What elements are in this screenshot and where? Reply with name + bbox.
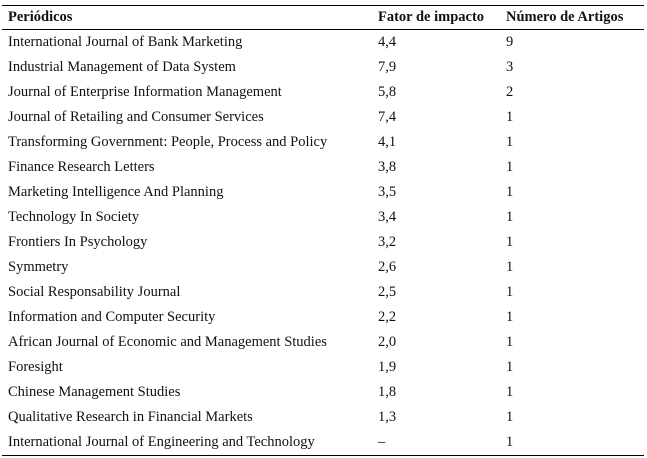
table-cell: Journal of Enterprise Information Manage… (8, 84, 282, 100)
table-cell: 2 (506, 84, 514, 100)
table-cell: Symmetry (8, 259, 69, 275)
table-row: Foresight 1,9 1 (2, 355, 644, 380)
table-cell: 1 (506, 234, 514, 250)
table-row: Technology In Society 3,4 1 (2, 205, 644, 230)
table-row: Marketing Intelligence And Planning 3,5 1 (2, 180, 644, 205)
table-row: Social Responsability Journal 2,5 1 (2, 280, 644, 305)
table-row: Chinese Management Studies 1,8 1 (2, 380, 644, 405)
header-row: Periódicos Fator de impacto Número de Arti… (2, 5, 644, 30)
table-cell: 1 (506, 334, 514, 350)
table-cell: Information and Computer Security (8, 309, 216, 325)
table-row: Qualitative Research in Financial Market… (2, 405, 644, 430)
table-cell: 3 (506, 59, 514, 75)
table-cell: 1 (500, 430, 644, 456)
table-cell: Technology In Society (8, 209, 140, 225)
table-cell: Journal of Retailing and Consumer Servic… (8, 109, 264, 125)
table-cell: Chinese Management Studies (8, 384, 181, 400)
table-row: Information and Computer Security 2,2 1 (2, 305, 644, 330)
table-row: Journal of Enterprise Information Manage… (2, 80, 644, 105)
table-cell: 1 (506, 284, 514, 300)
table-cell: 2,5 (378, 284, 397, 300)
table-cell: 1 (506, 309, 514, 325)
table-row: Journal of Retailing and Consumer Servic… (2, 105, 644, 130)
table-row: International Journal of Bank Marketing 4… (2, 30, 644, 56)
table-cell: 4,1 (378, 134, 397, 150)
table-cell: 2,0 (378, 334, 397, 350)
header-cell: Periódicos (2, 5, 372, 30)
table-cell: 1,8 (378, 384, 397, 400)
table-cell: 3,2 (378, 234, 397, 250)
table-cell: 2,6 (378, 259, 397, 275)
table-cell: 1 (506, 134, 514, 150)
table-row: African Journal of Economic and Manageme… (2, 330, 644, 355)
table-cell: Transforming Government: People, Process… (8, 134, 328, 150)
table-cell: 7,9 (378, 59, 397, 75)
table-cell: 1 (506, 209, 514, 225)
table-cell: Qualitative Research in Financial Market… (8, 409, 253, 425)
table-cell: 5,8 (378, 84, 397, 100)
table-cell: 1,3 (378, 409, 397, 425)
table-cell: 1,9 (378, 359, 397, 375)
table-cell: 3,5 (378, 184, 397, 200)
table-cell: African Journal of Economic and Manageme… (8, 334, 327, 350)
table-cell: Finance Research Letters (8, 159, 155, 175)
table-cell: 1 (506, 109, 514, 125)
table-cell: International Journal of Engineering and… (2, 430, 372, 456)
table-cell: 9 (506, 34, 514, 50)
table-cell: 1 (506, 159, 514, 175)
table-row: Industrial Management of Data System 7,9 3 (2, 55, 644, 80)
table-row: Finance Research Letters 3,8 1 (2, 155, 644, 180)
table-cell: 1 (506, 384, 514, 400)
table-cell: Industrial Management of Data System (8, 59, 236, 75)
table-cell: Foresight (8, 359, 63, 375)
table-cell: International Journal of Bank Marketing (8, 34, 243, 50)
table-row: Symmetry 2,6 1 (2, 255, 644, 280)
table-row: Transforming Government: People, Process… (2, 130, 644, 155)
table-cell: 1 (506, 409, 514, 425)
table-cell: 3,8 (378, 159, 397, 175)
table-cell: 3,4 (378, 209, 397, 225)
table-cell: 1 (506, 184, 514, 200)
header-cell: Fator de impacto (372, 5, 500, 30)
table-cell: Marketing Intelligence And Planning (8, 184, 224, 200)
table-cell: 2,2 (378, 309, 397, 325)
table-row: International Journal of Engineering and… (2, 430, 644, 456)
table-row: Frontiers In Psychology 3,2 1 (2, 230, 644, 255)
table-cell: Social Responsability Journal (8, 284, 181, 300)
journals-table: Periódicos Fator de impacto Número de Arti… (2, 5, 644, 456)
table-cell: – (372, 430, 500, 456)
table-cell: Frontiers In Psychology (8, 234, 148, 250)
table-cell: 1 (506, 359, 514, 375)
header-cell: Número de Artigos (500, 5, 644, 30)
table-cell: 1 (506, 259, 514, 275)
table-cell: 4,4 (378, 34, 397, 50)
table-cell: 7,4 (378, 109, 397, 125)
